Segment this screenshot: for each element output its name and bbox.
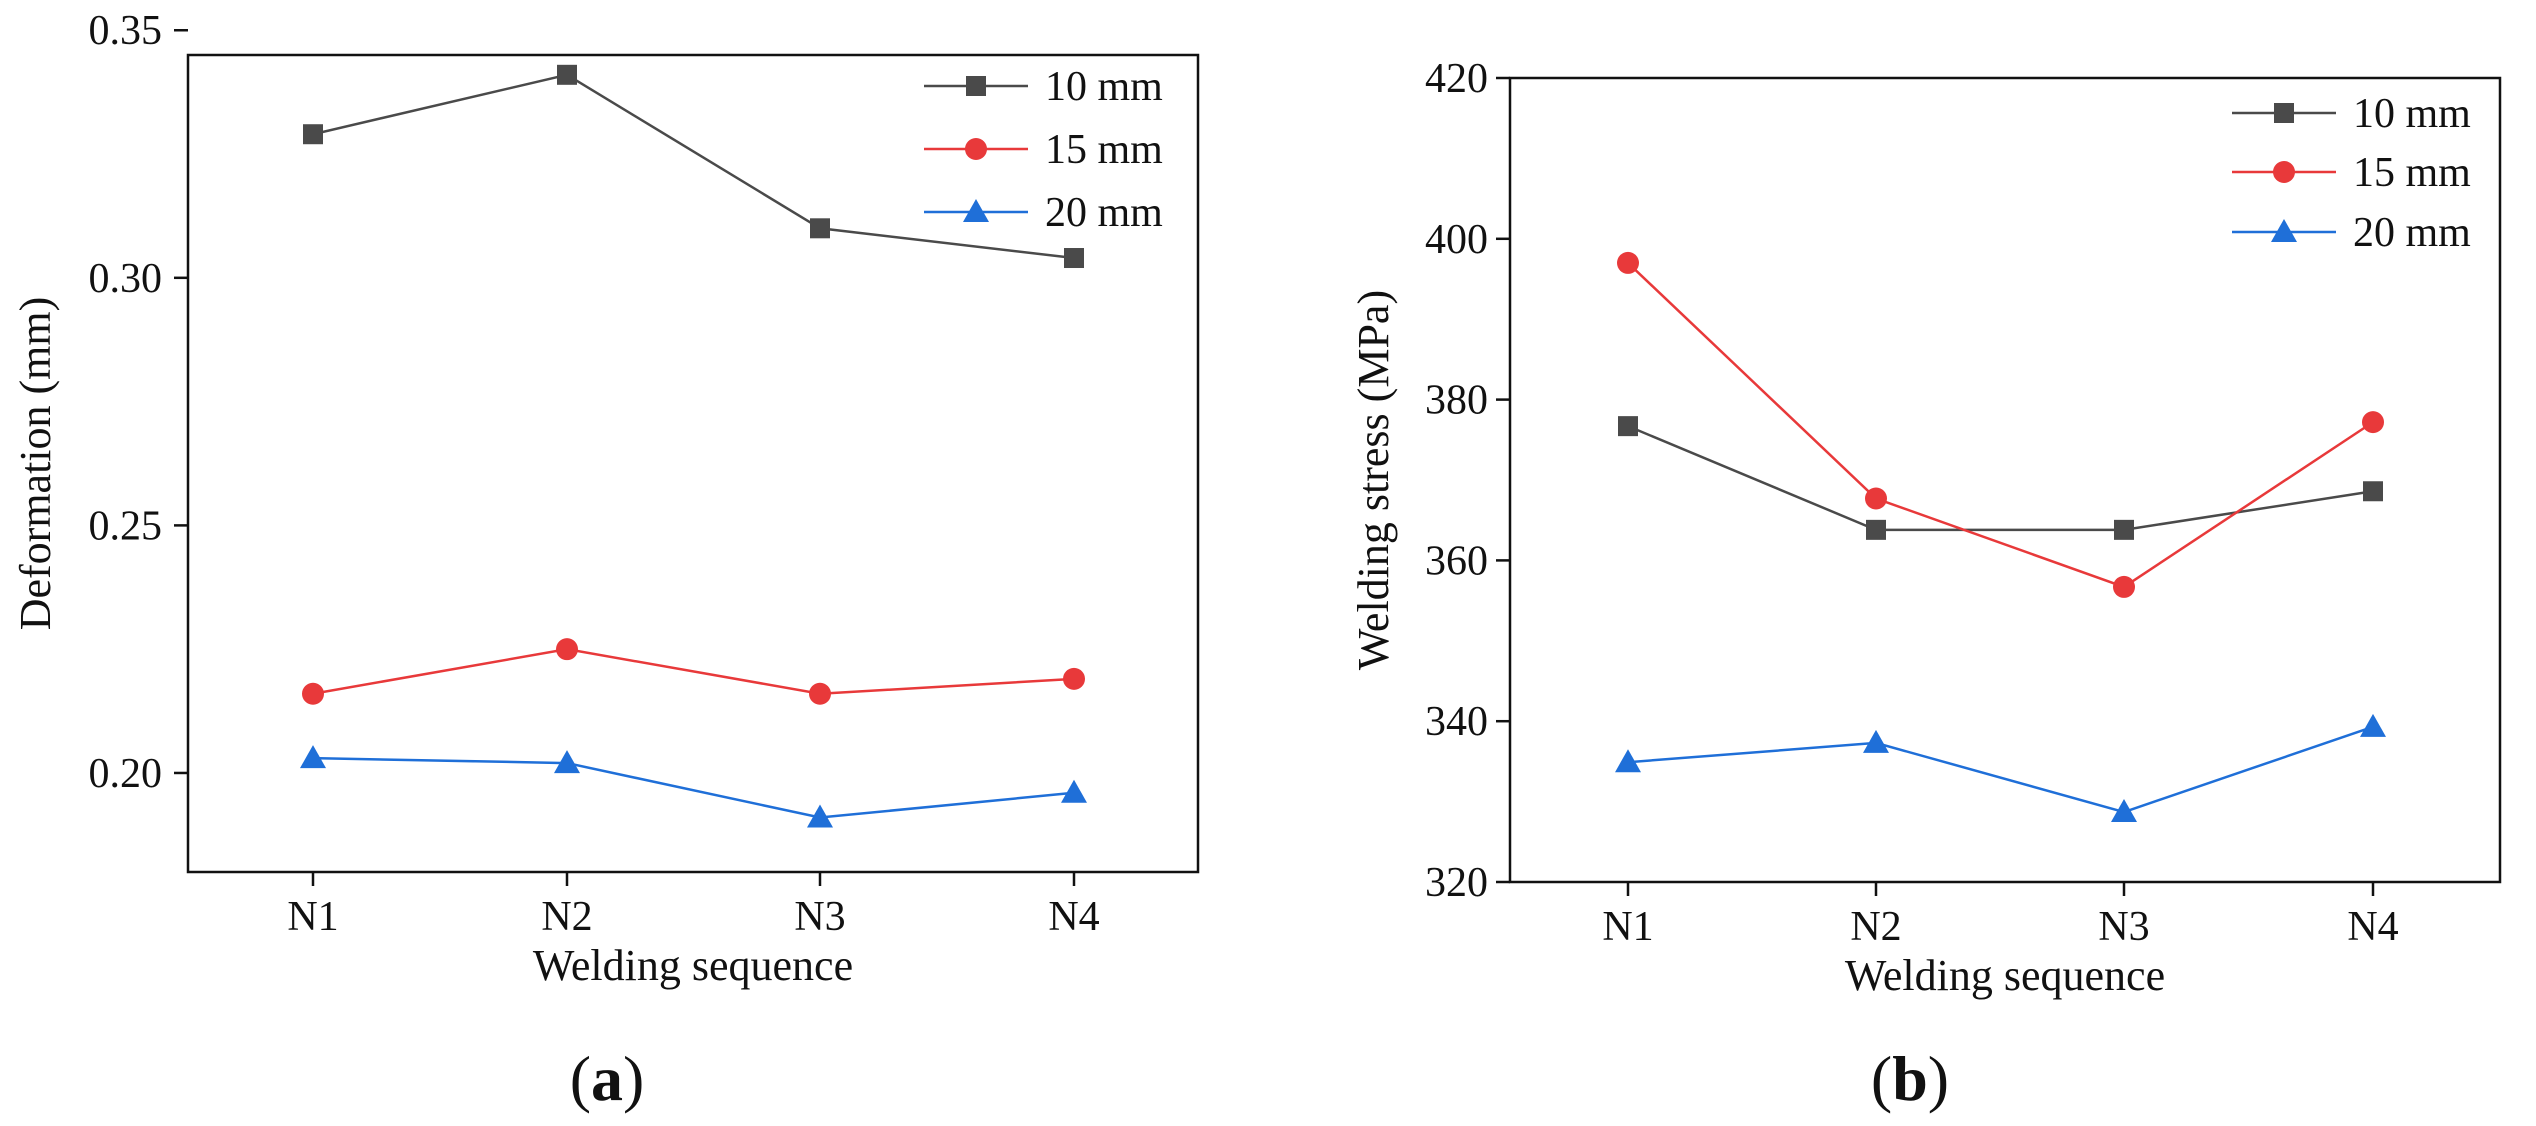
plot-frame — [186, 53, 1200, 874]
data-point — [807, 804, 833, 828]
data-point — [1865, 487, 1887, 510]
x-tick-label: N2 — [1850, 904, 1901, 950]
series-line — [312, 647, 1075, 696]
x-tick-label: N1 — [287, 894, 338, 940]
panel-label-close: ) — [623, 1043, 644, 1114]
data-point — [2113, 575, 2135, 598]
data-point — [556, 638, 578, 661]
data-point — [1617, 251, 1639, 274]
x-axis-title: Welding sequence — [1845, 951, 2165, 1000]
data-point — [1618, 416, 1638, 437]
legend-marker — [966, 76, 986, 96]
data-point — [1063, 667, 1085, 690]
series-10-mm — [303, 64, 1084, 269]
series-15-mm — [302, 638, 1085, 705]
data-point — [810, 218, 830, 239]
legend-marker — [965, 138, 987, 160]
legend: 10 mm 15 mm 20 mm — [2232, 91, 2471, 256]
chart-panel-b: 320 340 360 380 400 420 N1 N2 N3 N4 Welding sequen… — [1349, 56, 2502, 1114]
data-point — [1866, 519, 1886, 540]
data-point — [2360, 713, 2386, 737]
panel-label-letter: a — [591, 1043, 623, 1114]
y-tick-label: 420 — [1425, 56, 1488, 102]
y-tick-label: 0.25 — [89, 503, 163, 549]
data-point — [554, 750, 580, 774]
data-point — [809, 682, 831, 705]
data-point — [2363, 481, 2383, 502]
x-tick-label: N4 — [2347, 904, 2398, 950]
y-tick-label: 0.30 — [89, 256, 163, 302]
y-tick-label: 340 — [1425, 699, 1488, 745]
data-point — [303, 124, 323, 145]
legend-label: 20 mm — [1045, 190, 1163, 236]
y-tick-label: 360 — [1425, 538, 1488, 584]
x-tick-label: N4 — [1048, 894, 1099, 940]
legend-marker — [2271, 219, 2297, 242]
series-line — [312, 756, 1075, 819]
y-axis-title: Welding stress (MPa) — [1349, 290, 1398, 670]
panel-label: (b) — [1871, 1043, 1949, 1114]
series-line — [1627, 424, 2374, 532]
data-point — [557, 64, 577, 85]
panel-label-close: ) — [1928, 1043, 1949, 1114]
legend-marker — [2274, 103, 2294, 123]
x-axis-title: Welding sequence — [533, 941, 853, 990]
legend-marker — [963, 199, 989, 222]
legend-label: 10 mm — [1045, 64, 1163, 110]
data-point — [2114, 519, 2134, 540]
series-line — [312, 73, 1075, 260]
y-tick-label: 400 — [1425, 217, 1488, 263]
panel-label-letter: b — [1892, 1043, 1928, 1114]
x-tick-label: N1 — [1602, 904, 1653, 950]
y-axis-title: Deformation (mm) — [11, 297, 60, 631]
data-point — [1061, 779, 1087, 803]
data-point — [1863, 729, 1889, 753]
legend: 10 mm 15 mm 20 mm — [924, 64, 1163, 236]
chart-panel-a: 0.20 0.25 0.30 0.35 N1 N2 N3 N4 Welding sequence… — [11, 8, 1200, 1114]
series-15-mm — [1617, 251, 2384, 598]
panel-label-open: ( — [1871, 1043, 1892, 1114]
data-point — [1615, 749, 1641, 773]
y-tick-label: 0.35 — [89, 8, 163, 54]
y-tick-label: 320 — [1425, 860, 1488, 906]
legend-label: 20 mm — [2353, 210, 2471, 256]
series-10-mm — [1618, 416, 2383, 540]
x-tick-label: N3 — [794, 894, 845, 940]
legend-label: 15 mm — [1045, 127, 1163, 173]
data-point — [2362, 411, 2384, 434]
series-20-mm — [1615, 713, 2386, 823]
series-line — [1627, 725, 2374, 814]
panel-label: (a) — [570, 1043, 645, 1114]
legend-label: 10 mm — [2353, 91, 2471, 137]
x-tick-label: N3 — [2098, 904, 2149, 950]
series-line — [1627, 262, 2374, 589]
y-tick-label: 380 — [1425, 378, 1488, 424]
series-20-mm — [300, 745, 1087, 828]
panel-label-open: ( — [570, 1043, 591, 1114]
legend-marker — [2273, 161, 2295, 183]
plot-frame — [1508, 76, 2502, 884]
data-point — [300, 745, 326, 769]
data-point — [1064, 248, 1084, 269]
data-point — [302, 682, 324, 705]
x-tick-label: N2 — [541, 894, 592, 940]
legend-label: 15 mm — [2353, 150, 2471, 196]
y-tick-label: 0.20 — [89, 751, 163, 797]
data-point — [2111, 799, 2137, 823]
